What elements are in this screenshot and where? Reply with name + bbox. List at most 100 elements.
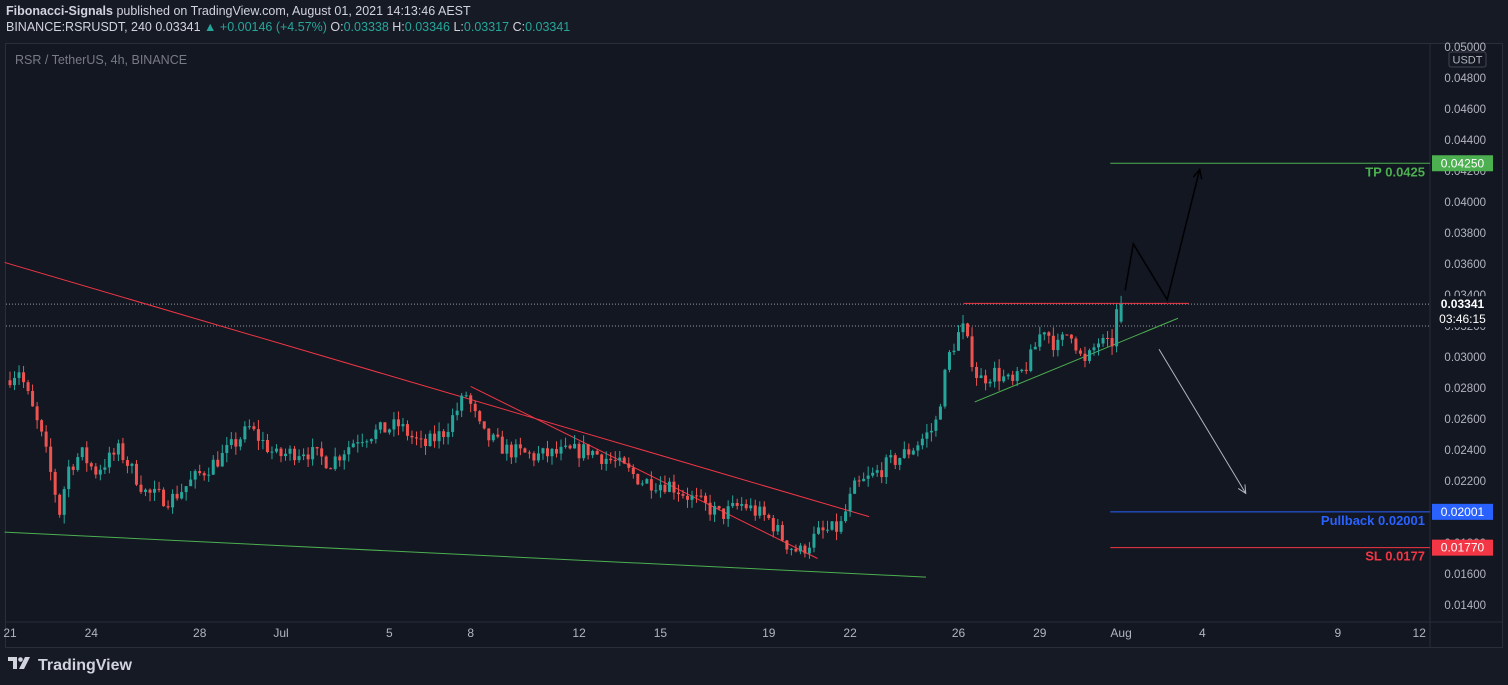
- grid: [6, 44, 1502, 647]
- candle-body: [446, 431, 450, 438]
- candle-body: [297, 456, 301, 461]
- candle-body: [216, 459, 220, 467]
- x-tick-label: 12: [572, 626, 586, 640]
- candle-body: [1038, 334, 1042, 347]
- candle-body: [482, 421, 486, 429]
- candle-body: [315, 447, 319, 449]
- candle-body: [518, 444, 522, 449]
- candle-body: [62, 489, 66, 515]
- candle-body: [67, 466, 71, 490]
- candle-body: [884, 457, 888, 478]
- publish-text: published on TradingView.com, August 01,…: [116, 4, 471, 18]
- candle: [803, 543, 807, 558]
- candle: [690, 490, 694, 508]
- candle-body: [252, 426, 256, 430]
- candle-body: [274, 448, 278, 452]
- candle-body: [731, 502, 735, 507]
- publish-info: Fibonacci-Signals published on TradingVi…: [6, 3, 570, 19]
- currency-label: USDT: [1448, 51, 1487, 68]
- candle: [130, 462, 134, 474]
- candle-body: [961, 323, 965, 333]
- candle: [753, 499, 757, 521]
- candle: [451, 408, 455, 437]
- candle: [568, 444, 572, 450]
- candle: [112, 447, 116, 461]
- candle-body: [247, 426, 251, 428]
- candle-body: [256, 429, 260, 441]
- candle: [121, 437, 125, 464]
- candle: [889, 449, 893, 464]
- candle: [821, 520, 825, 539]
- candle: [961, 314, 965, 340]
- candle: [577, 441, 581, 467]
- candle: [80, 446, 84, 461]
- brand-name[interactable]: TradingView: [38, 656, 132, 674]
- candle-body: [378, 422, 382, 430]
- candle-body: [636, 474, 640, 485]
- candle-body: [98, 469, 102, 475]
- y-tick-label: 0.04000: [1444, 197, 1486, 209]
- x-tick-label: 28: [193, 626, 207, 640]
- candle-body: [911, 450, 915, 455]
- candle-body: [758, 506, 762, 516]
- candle: [622, 456, 626, 465]
- candle: [907, 443, 911, 459]
- candle-body: [428, 433, 432, 447]
- symbol-info: BINANCE:RSRUSDT, 240 0.03341 ▲ +0.00146 …: [6, 19, 570, 35]
- candle: [351, 439, 355, 448]
- candle-body: [473, 403, 477, 412]
- currency-label-text: USDT: [1453, 55, 1483, 67]
- candle-body: [920, 438, 924, 446]
- candle: [148, 488, 152, 502]
- candle: [591, 449, 595, 459]
- candle-body: [89, 463, 93, 467]
- candle-body: [898, 458, 902, 465]
- candle-body: [713, 506, 717, 515]
- candle: [1106, 331, 1110, 347]
- candle-body: [1078, 350, 1082, 354]
- candle-body: [618, 457, 622, 461]
- publisher-name[interactable]: Fibonacci-Signals: [6, 4, 113, 18]
- x-tick-label: 8: [467, 626, 474, 640]
- candle: [107, 446, 111, 474]
- candle: [270, 446, 274, 460]
- candle: [514, 439, 518, 463]
- y-tick-label: 0.03000: [1444, 352, 1486, 364]
- candle-body: [532, 453, 536, 461]
- candle: [862, 472, 866, 482]
- candle: [293, 445, 297, 466]
- candle-body: [676, 492, 680, 495]
- candle-body: [925, 432, 929, 439]
- candle: [920, 433, 924, 450]
- candle: [717, 505, 721, 511]
- candle-body: [695, 495, 699, 497]
- y-tick-label: 0.05000: [1444, 42, 1486, 54]
- candle: [762, 501, 766, 521]
- candle: [857, 475, 861, 487]
- candle: [744, 499, 748, 511]
- candle: [433, 425, 437, 448]
- candle: [139, 475, 143, 494]
- candle-body: [857, 480, 861, 482]
- candle-body: [839, 521, 843, 532]
- candle: [984, 369, 988, 391]
- candle-body: [645, 479, 649, 484]
- candle-body: [753, 505, 757, 516]
- candle-body: [469, 395, 473, 404]
- candle-body: [943, 369, 947, 407]
- candle-body: [1033, 346, 1037, 350]
- candle-body: [816, 527, 820, 534]
- candle-body: [640, 483, 644, 485]
- candle: [613, 451, 617, 468]
- candle-body: [582, 444, 586, 459]
- candle-body: [338, 456, 342, 461]
- candle: [35, 401, 39, 429]
- candle-body: [356, 442, 360, 444]
- open-label: O:: [330, 20, 344, 34]
- tradingview-logo-icon[interactable]: [8, 656, 32, 675]
- footer: TradingView: [8, 656, 132, 675]
- close-value: 0.03341: [525, 20, 571, 34]
- candle-body: [1087, 350, 1091, 361]
- candle: [193, 469, 197, 489]
